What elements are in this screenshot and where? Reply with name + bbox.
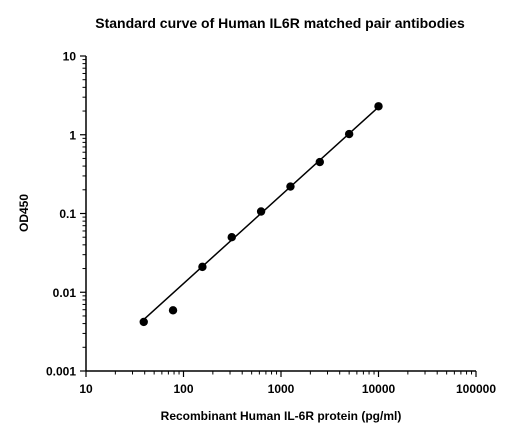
- y-tick-label: 0.001: [46, 365, 76, 379]
- y-tick-label: 0.1: [59, 207, 76, 221]
- y-tick-label: 1: [69, 128, 76, 142]
- x-tick-label: 1000: [268, 382, 295, 396]
- chart-title: Standard curve of Human IL6R matched pai…: [95, 15, 465, 31]
- data-point: [168, 306, 178, 315]
- data-points: [139, 102, 383, 327]
- x-tick-label: 10: [79, 382, 93, 396]
- x-tick-label: 100: [173, 382, 193, 396]
- y-axis-label: OD450: [17, 194, 31, 232]
- data-point: [198, 262, 207, 272]
- data-point: [344, 129, 354, 139]
- data-point: [139, 317, 148, 327]
- x-tick-label: 10000: [362, 382, 396, 396]
- data-point: [256, 207, 266, 216]
- y-tick-label: 0.01: [53, 286, 77, 300]
- y-tick-label: 10: [63, 50, 77, 64]
- data-point: [374, 102, 383, 111]
- data-point: [227, 233, 236, 242]
- data-point: [286, 182, 295, 191]
- axes: 10 100 1000 10000 100000 0.001 0.01 0.1 1 10: [46, 50, 496, 397]
- x-tick-label: 100000: [456, 382, 496, 396]
- data-point: [315, 157, 324, 167]
- x-axis-label: Recombinant Human IL-6R protein (pg/ml): [161, 409, 402, 423]
